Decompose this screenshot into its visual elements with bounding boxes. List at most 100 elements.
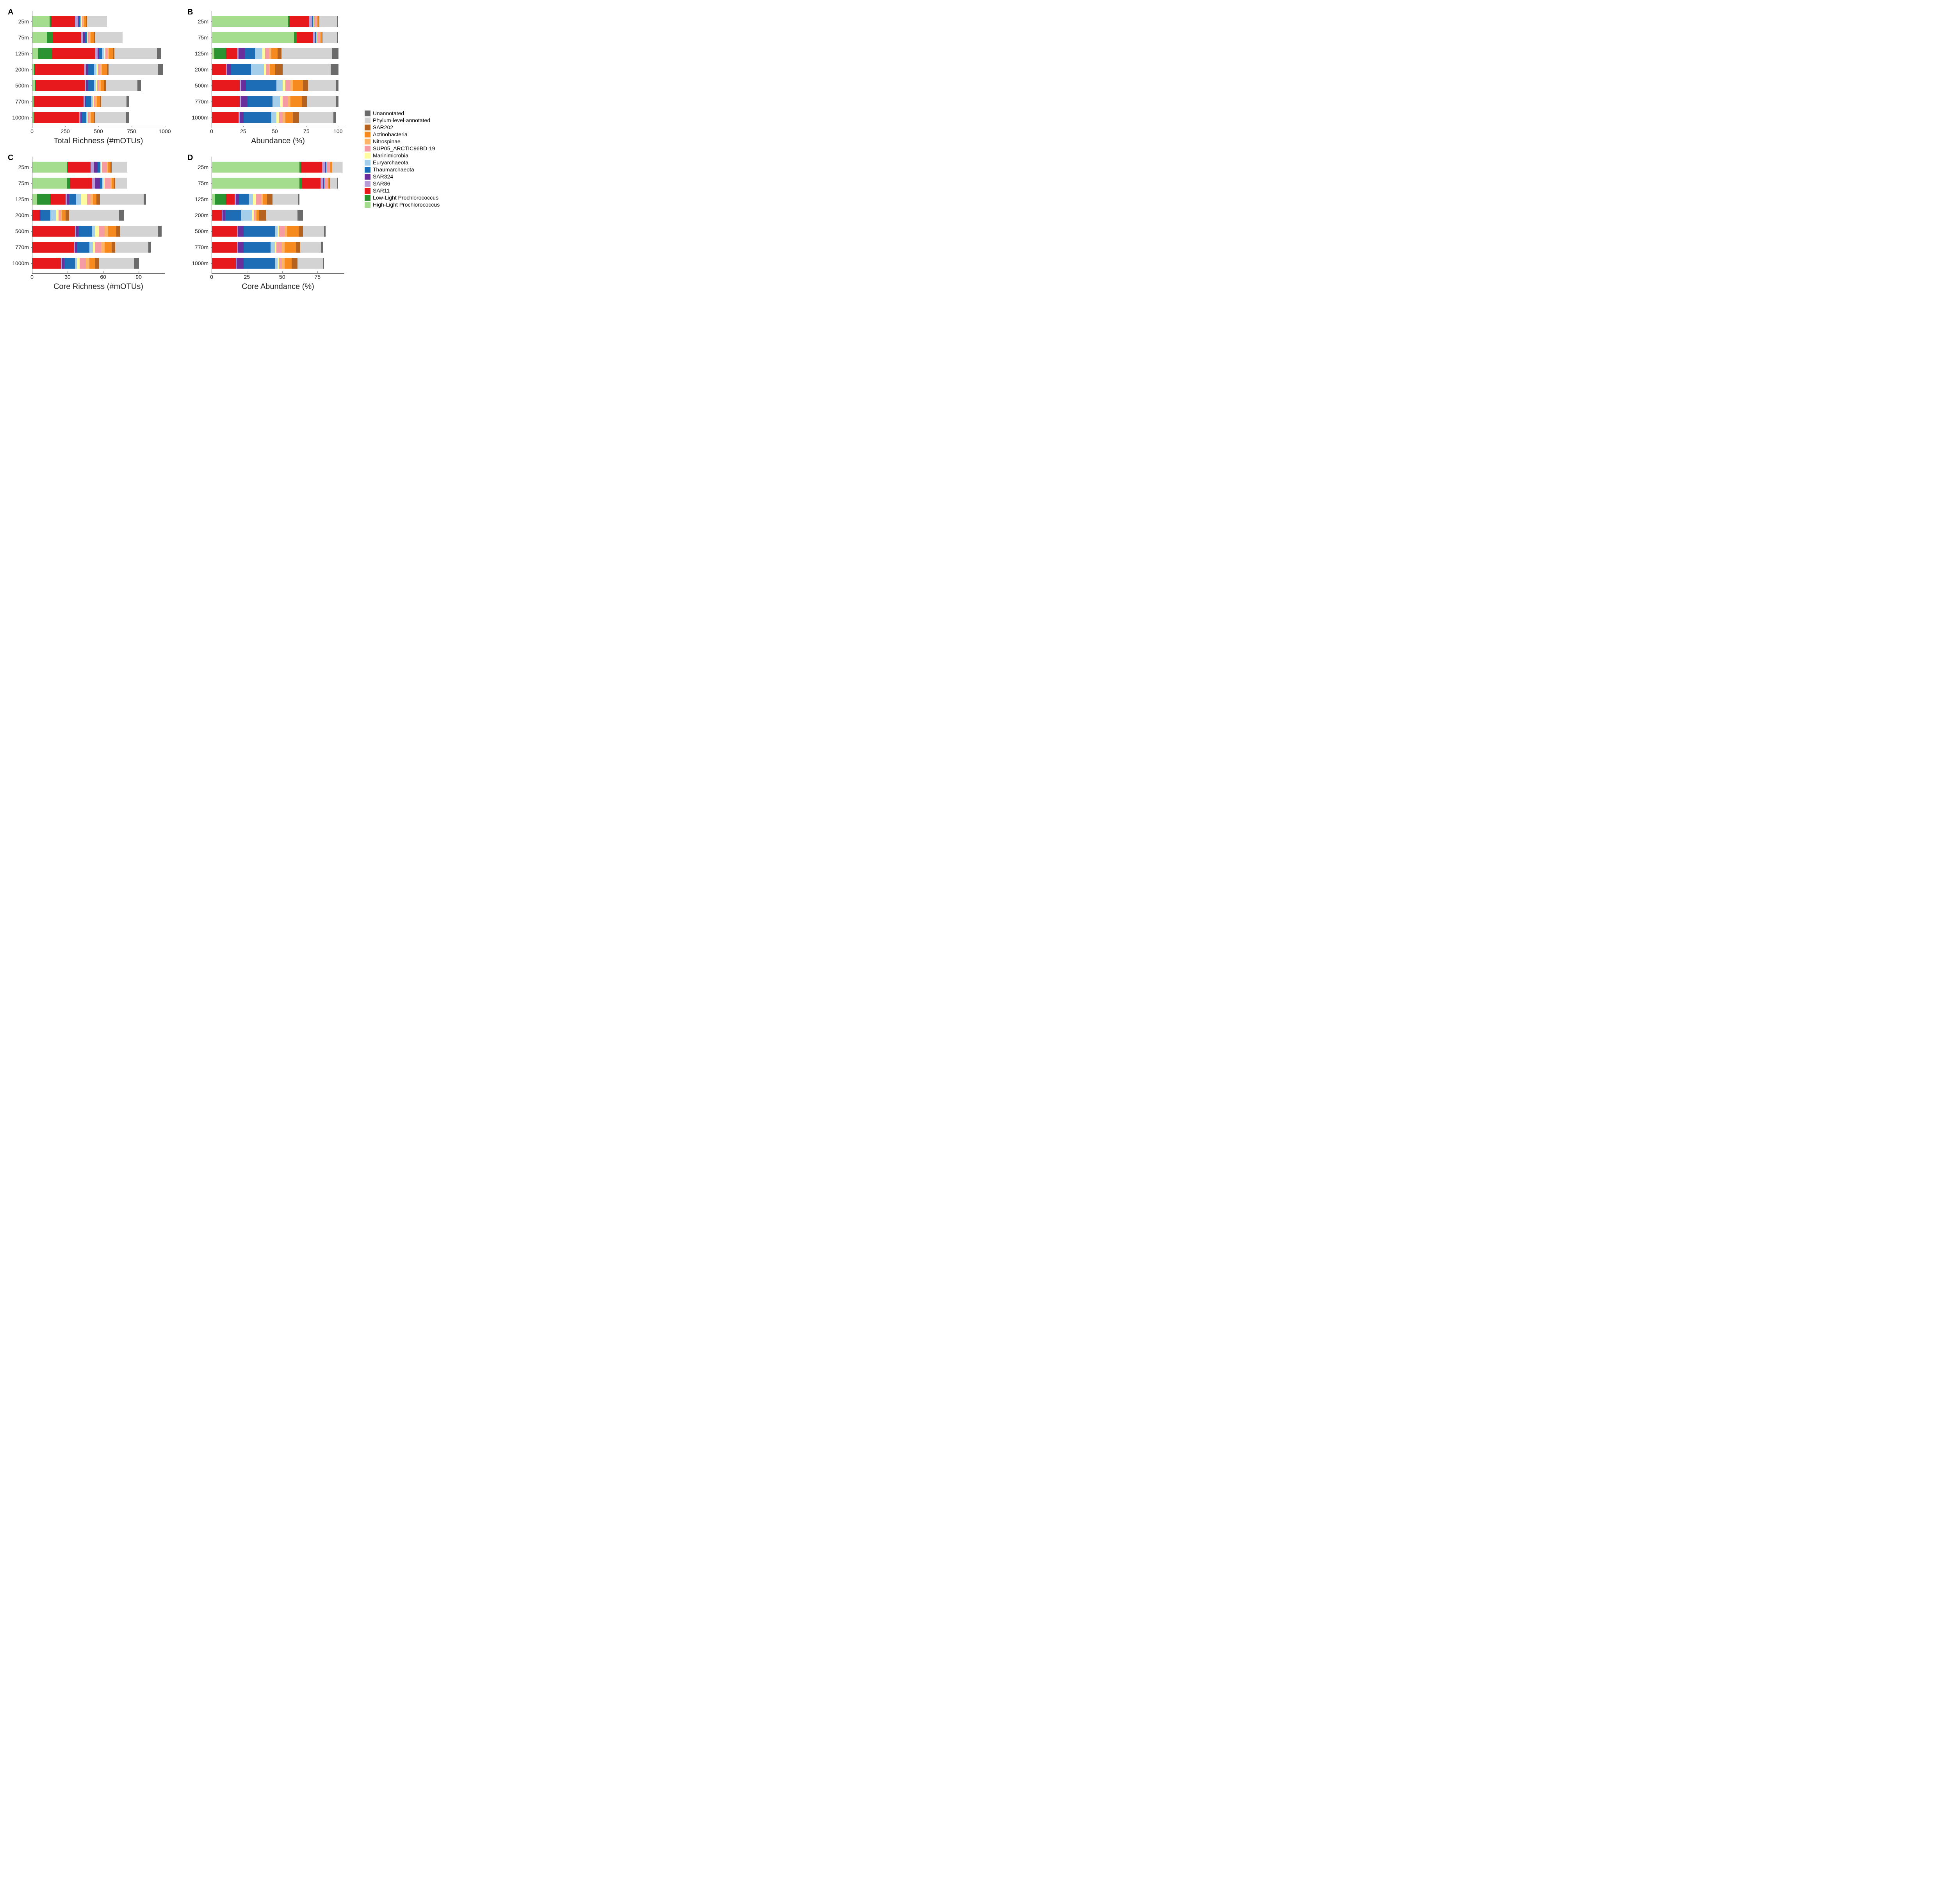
bar-segment — [270, 64, 275, 75]
legend-label: Phylum-level-annotated — [373, 117, 430, 123]
bar-row — [32, 162, 165, 173]
bar-segment — [321, 242, 323, 253]
y-tick-label: 25m — [8, 162, 30, 173]
x-tick-label: 250 — [61, 128, 69, 134]
legend-swatch — [365, 132, 370, 137]
y-tick-label: 200m — [8, 64, 30, 75]
bar-row — [212, 242, 344, 253]
bar-segment — [212, 112, 239, 123]
legend-item: SAR324 — [365, 173, 440, 180]
bar-segment — [99, 258, 134, 269]
bar-segment — [337, 32, 338, 43]
bar-segment — [259, 210, 266, 221]
bar-segment — [62, 210, 66, 221]
legend-item: SUP05_ARCTIC96BD-19 — [365, 145, 440, 152]
bar-segment — [66, 210, 69, 221]
bar-segment — [93, 194, 96, 205]
panel-grid: A25m75m125m200m500m770m1000m025050075010… — [8, 8, 355, 291]
bar-segment — [89, 258, 95, 269]
bar-segment — [84, 16, 87, 27]
bar-segment — [282, 258, 285, 269]
x-tick-label: 0 — [30, 128, 34, 134]
legend-label: SAR202 — [373, 124, 393, 130]
bar-segment — [34, 96, 84, 107]
bar-segment — [126, 112, 129, 123]
bar-row — [32, 226, 165, 237]
y-tick-label: 500m — [187, 226, 210, 237]
bar-row — [212, 80, 344, 91]
bar-segment — [97, 96, 100, 107]
bar-segment — [158, 226, 162, 237]
y-tick-label: 770m — [187, 242, 210, 253]
bar-segment — [212, 96, 240, 107]
legend-item: SAR86 — [365, 180, 440, 187]
bar-segment — [212, 64, 226, 75]
plot-area — [32, 11, 165, 128]
bar-segment — [285, 258, 292, 269]
bar-segment — [333, 112, 336, 123]
bar-segment — [137, 80, 141, 91]
y-tick-label: 125m — [187, 194, 210, 205]
bar-segment — [293, 80, 303, 91]
bar-segment — [78, 226, 91, 237]
bar-segment — [91, 112, 94, 123]
bar-segment — [52, 48, 95, 59]
bar-segment — [276, 242, 282, 253]
bar-row — [212, 210, 344, 221]
bar-segment — [297, 258, 323, 269]
bar-row — [32, 16, 165, 27]
y-axis-labels: 25m75m125m200m500m770m1000m — [187, 11, 210, 128]
bar-segment — [225, 210, 241, 221]
bar-segment — [244, 112, 271, 123]
bar-segment — [157, 48, 161, 59]
bars-container — [32, 11, 165, 128]
legend-item: SAR202 — [365, 124, 440, 130]
bar-segment — [81, 194, 87, 205]
bar-segment — [95, 242, 101, 253]
bar-segment — [302, 178, 321, 189]
legend-swatch — [365, 125, 370, 130]
bar-segment — [272, 194, 298, 205]
bar-segment — [246, 80, 276, 91]
bar-segment — [266, 210, 297, 221]
bar-segment — [303, 226, 324, 237]
bar-segment — [95, 258, 99, 269]
panel-d: D25m75m125m200m500m770m1000m0255075Core … — [187, 153, 355, 291]
bar-segment — [92, 226, 95, 237]
plot-area — [212, 11, 344, 128]
bar-segment — [298, 194, 299, 205]
bar-segment — [215, 194, 226, 205]
legend-label: SAR86 — [373, 180, 390, 187]
bar-segment — [223, 210, 225, 221]
bar-segment — [32, 162, 67, 173]
bar-row — [32, 210, 165, 221]
bar-row — [212, 16, 344, 27]
bar-segment — [87, 194, 91, 205]
x-tick-label: 100 — [333, 128, 342, 134]
bar-segment — [297, 32, 313, 43]
bar-segment — [212, 242, 237, 253]
bar-segment — [263, 194, 267, 205]
legend-item: Marinimicrobia — [365, 152, 440, 159]
bar-row — [212, 178, 344, 189]
bar-segment — [144, 194, 146, 205]
bar-segment — [279, 226, 285, 237]
bar-segment — [281, 48, 332, 59]
bar-segment — [36, 80, 85, 91]
bar-segment — [75, 16, 78, 27]
bar-segment — [47, 32, 53, 43]
bar-segment — [212, 162, 299, 173]
bar-segment — [244, 242, 271, 253]
bar-segment — [308, 80, 336, 91]
bar-segment — [116, 226, 120, 237]
bar-segment — [95, 226, 99, 237]
legend-item: Low-Light Prochlorococcus — [365, 194, 440, 201]
bar-row — [32, 96, 165, 107]
bar-segment — [34, 112, 80, 123]
y-tick-label: 200m — [187, 210, 210, 221]
legend-swatch — [365, 181, 370, 187]
bar-segment — [283, 64, 331, 75]
bar-row — [212, 162, 344, 173]
bar-segment — [106, 80, 138, 91]
bar-segment — [285, 112, 293, 123]
